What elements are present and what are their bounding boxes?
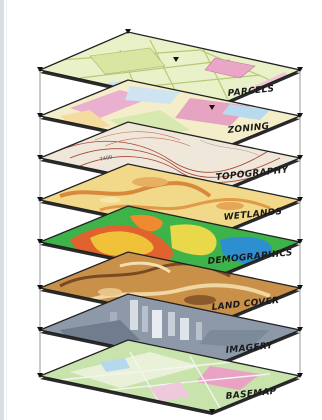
marker-icon [125, 29, 131, 34]
marker-icon [37, 239, 43, 244]
marker-icon [297, 327, 303, 332]
marker-icon [37, 155, 43, 160]
corner-markers [37, 29, 303, 414]
marker-icon [37, 197, 43, 202]
marker-icon [37, 285, 43, 290]
layer-zoning: ZONING [37, 79, 303, 155]
marker-icon [37, 67, 43, 72]
layer-landcover: LAND COVER [37, 251, 303, 327]
layer-imagery: IMAGERY [37, 293, 303, 369]
marker-icon [209, 409, 215, 414]
layer-basemap: BASEMAP [37, 339, 303, 415]
marker-icon [209, 105, 215, 110]
layer-topography: 7400 TOPOGRAPHY [37, 121, 303, 197]
frame-line [6, 0, 7, 420]
marker-icon [297, 373, 303, 378]
left-border [0, 0, 4, 420]
marker-icon [297, 113, 303, 118]
layer-label-parcels: PARCELS [227, 84, 275, 99]
marker-icon [297, 155, 303, 160]
contour-elevation-label: 7400 [99, 154, 113, 163]
marker-icon [37, 373, 43, 378]
marker-icon [37, 113, 43, 118]
marker-icon [173, 57, 179, 62]
marker-icon [297, 285, 303, 290]
marker-icon [297, 67, 303, 72]
layer-label-zoning: ZONING [226, 122, 270, 136]
marker-icon [297, 197, 303, 202]
marker-icon [37, 327, 43, 332]
marker-icon [297, 239, 303, 244]
